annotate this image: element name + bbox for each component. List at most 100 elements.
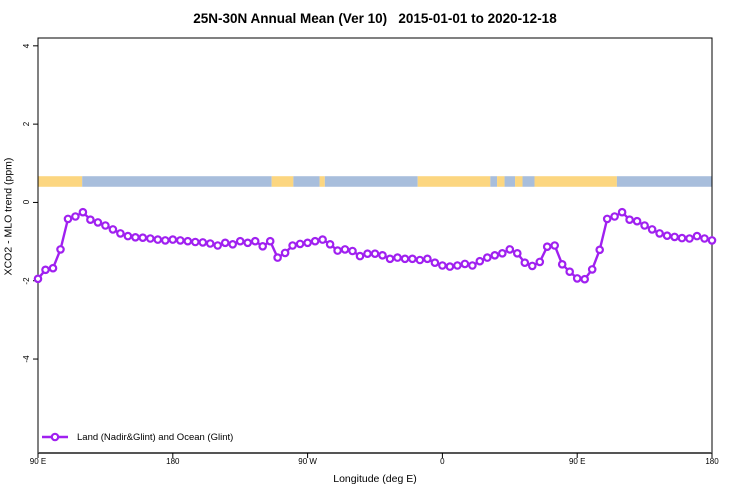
data-point xyxy=(610,212,619,221)
data-point xyxy=(677,233,687,243)
data-point xyxy=(86,215,95,225)
legend-marker-icon xyxy=(42,432,68,442)
data-point xyxy=(93,218,103,227)
surface-band-segment-land xyxy=(515,176,523,187)
data-point xyxy=(213,241,223,250)
data-point xyxy=(580,274,590,284)
surface-band-segment-ocean xyxy=(504,176,516,187)
surface-band-segment-land xyxy=(497,176,505,187)
data-point xyxy=(310,236,320,246)
data-point xyxy=(370,249,380,259)
data-point xyxy=(542,242,552,252)
data-point xyxy=(512,249,522,258)
data-point xyxy=(265,236,275,246)
y-tick-label: 2 xyxy=(22,121,31,127)
data-point xyxy=(228,240,238,249)
data-point xyxy=(33,274,43,284)
surface-band-segment-ocean xyxy=(324,176,418,187)
data-point xyxy=(415,255,425,265)
data-point xyxy=(198,238,208,247)
plot-border xyxy=(37,37,713,454)
data-point xyxy=(497,249,507,258)
data-point xyxy=(505,245,515,254)
data-point xyxy=(640,221,649,230)
data-point xyxy=(340,245,350,254)
data-point xyxy=(460,259,470,269)
data-point xyxy=(535,257,545,267)
data-point xyxy=(445,262,455,271)
data-point xyxy=(692,231,702,241)
data-point xyxy=(288,241,297,250)
data-point xyxy=(408,254,417,264)
data-point xyxy=(333,246,342,255)
data-point xyxy=(131,233,140,242)
data-point xyxy=(438,261,447,270)
x-tick-label: 90 E xyxy=(29,457,47,466)
y-tick-label: 0 xyxy=(22,200,31,205)
data-point xyxy=(63,214,73,224)
data-point xyxy=(355,251,365,261)
legend-label: Land (Nadir&Glint) and Ocean (Glint) xyxy=(77,431,234,443)
data-point xyxy=(393,253,402,262)
data-point xyxy=(468,261,477,270)
data-point xyxy=(243,238,253,248)
data-point xyxy=(707,236,717,245)
data-point xyxy=(475,256,485,266)
y-tick-label: 4 xyxy=(22,43,31,49)
data-point xyxy=(378,251,387,260)
data-point xyxy=(71,212,80,221)
surface-band-segment-land xyxy=(38,176,83,187)
y-tick-label: -2 xyxy=(22,277,31,285)
surface-band-segment-ocean xyxy=(82,176,272,187)
data-point xyxy=(482,253,492,262)
data-point xyxy=(235,236,245,246)
surface-band-segment-land xyxy=(534,176,617,187)
data-point xyxy=(303,238,312,248)
data-point xyxy=(587,265,597,274)
legend: Land (Nadir&Glint) and Ocean (Glint) xyxy=(42,429,233,445)
data-point xyxy=(490,251,500,260)
surface-band-segment-ocean xyxy=(522,176,535,187)
data-point xyxy=(423,254,432,264)
data-point xyxy=(595,245,605,255)
surface-band-segment-ocean xyxy=(293,176,320,187)
surface-band-segment-land xyxy=(417,176,491,187)
data-point xyxy=(430,258,440,268)
data-point xyxy=(123,231,133,241)
surface-band-segment-ocean xyxy=(616,176,712,187)
data-point xyxy=(41,265,50,275)
data-point xyxy=(56,245,65,254)
data-point xyxy=(647,225,657,234)
data-point xyxy=(258,242,268,251)
data-point xyxy=(168,235,178,244)
data-point xyxy=(183,236,193,246)
data-point xyxy=(617,207,627,217)
data-point xyxy=(295,239,305,249)
data-point xyxy=(572,274,582,283)
data-point xyxy=(400,254,410,264)
x-tick-label: 90 E xyxy=(568,457,586,466)
data-point xyxy=(453,261,462,270)
data-point xyxy=(385,254,395,264)
data-line xyxy=(36,210,714,281)
x-axis-title: Longitude (deg E) xyxy=(333,473,417,485)
data-point xyxy=(108,225,118,234)
surface-band-segment-ocean xyxy=(490,176,498,187)
data-point xyxy=(348,246,357,256)
data-point xyxy=(153,235,163,244)
data-point xyxy=(685,234,694,243)
data-point xyxy=(48,263,58,273)
data-point xyxy=(325,240,335,249)
data-point xyxy=(527,261,537,271)
data-point xyxy=(602,214,612,224)
data-point xyxy=(520,258,530,268)
data-point xyxy=(625,215,634,225)
data-point xyxy=(78,207,88,217)
data-point xyxy=(220,238,230,248)
y-tick-label: -4 xyxy=(22,355,31,363)
surface-band-segment-land xyxy=(319,176,325,187)
data-point xyxy=(191,237,200,247)
data-point xyxy=(161,236,170,245)
data-point xyxy=(565,267,575,277)
